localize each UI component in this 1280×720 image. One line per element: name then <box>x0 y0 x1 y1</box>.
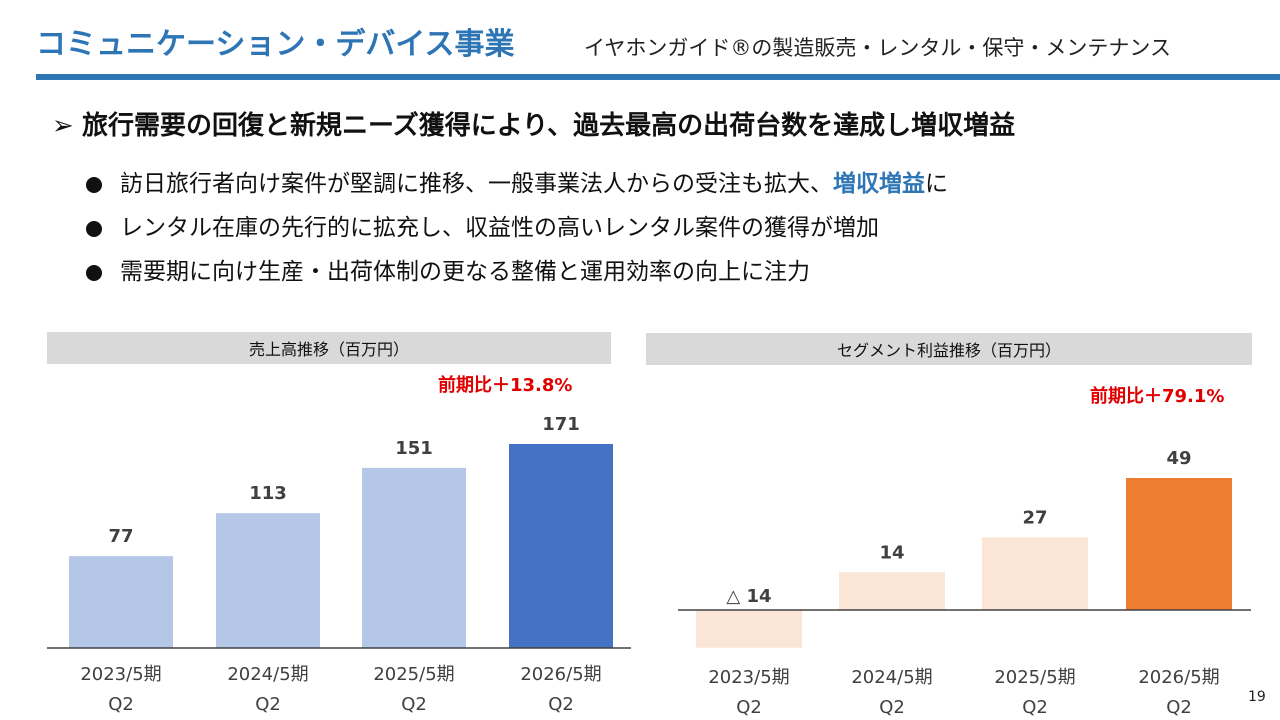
profit-category-label: 2025/5期 <box>994 667 1075 688</box>
profit-category-label: 2026/5期 <box>1138 667 1219 688</box>
sales-category-sublabel: Q2 <box>255 694 281 715</box>
profit-bar <box>1126 478 1232 610</box>
profit-chart-title: セグメント利益推移（百万円） <box>646 333 1252 365</box>
bullet-dot-icon <box>86 177 102 193</box>
sales-category-sublabel: Q2 <box>548 694 574 715</box>
profit-category-label: 2024/5期 <box>851 667 932 688</box>
page-title: コミュニケーション・デバイス事業 <box>36 27 515 62</box>
sales-value-label: 113 <box>249 483 287 504</box>
profit-category-sublabel: Q2 <box>1166 697 1192 718</box>
bullet-dot-icon <box>86 221 102 237</box>
bullet-dot-icon <box>86 265 102 281</box>
profit-bar <box>982 537 1088 610</box>
sales-category-label: 2025/5期 <box>373 664 454 685</box>
sales-growth-label: 前期比＋13.8% <box>438 375 573 396</box>
profit-category-label: 2023/5期 <box>708 667 789 688</box>
sales-category-sublabel: Q2 <box>108 694 134 715</box>
headline: ➢ 旅行需要の回復と新規ニーズ獲得により、過去最高の出荷台数を達成し増収増益 <box>52 111 1015 142</box>
title-divider <box>36 74 1280 80</box>
bullet-text: 需要期に向け生産・出荷体制の更なる整備と運用効率の向上に注力 <box>120 259 810 285</box>
sales-category-label: 2024/5期 <box>227 664 308 685</box>
bullet-text: レンタル在庫の先行的に拡充し、収益性の高いレンタル案件の獲得が増加 <box>120 215 879 241</box>
sales-category-label: 2023/5期 <box>80 664 161 685</box>
sales-category-sublabel: Q2 <box>401 694 427 715</box>
profit-value-label: △ 14 <box>726 586 771 607</box>
page-subtitle: イヤホンガイド®の製造販売・レンタル・保守・メンテナンス <box>584 36 1171 60</box>
bullet-text: 訪日旅行者向け案件が堅調に推移、一般事業法人からの受注も拡大、 <box>120 171 833 197</box>
profit-value-label: 49 <box>1166 448 1191 469</box>
arrow-icon: ➢ <box>52 111 74 141</box>
profit-growth-label: 前期比＋79.1% <box>1090 386 1225 407</box>
bullet-emphasis: 増収増益 <box>833 171 925 197</box>
sales-bar <box>216 513 320 648</box>
bullet-item: 需要期に向け生産・出荷体制の更なる整備と運用効率の向上に注力 <box>86 254 948 298</box>
profit-bar <box>839 572 945 610</box>
bullet-item: レンタル在庫の先行的に拡充し、収益性の高いレンタル案件の獲得が増加 <box>86 210 948 254</box>
bullet-list: 訪日旅行者向け案件が堅調に推移、一般事業法人からの受注も拡大、増収増益に レンタ… <box>86 166 948 298</box>
profit-value-label: 14 <box>879 542 904 563</box>
profit-category-sublabel: Q2 <box>1022 697 1048 718</box>
sales-bar <box>509 444 613 648</box>
sales-category-label: 2026/5期 <box>520 664 601 685</box>
page-number: 19 <box>1248 689 1266 705</box>
profit-bar <box>696 610 802 648</box>
sales-value-label: 151 <box>395 438 433 459</box>
sales-value-label: 77 <box>108 526 133 547</box>
bullet-item: 訪日旅行者向け案件が堅調に推移、一般事業法人からの受注も拡大、増収増益に <box>86 166 948 210</box>
profit-category-sublabel: Q2 <box>736 697 762 718</box>
profit-category-sublabel: Q2 <box>879 697 905 718</box>
sales-bar <box>69 556 173 648</box>
sales-chart-title: 売上高推移（百万円） <box>47 332 611 364</box>
headline-text: 旅行需要の回復と新規ニーズ獲得により、過去最高の出荷台数を達成し増収増益 <box>82 111 1016 141</box>
sales-value-label: 171 <box>542 414 580 435</box>
profit-value-label: 27 <box>1022 507 1047 528</box>
sales-bar <box>362 467 466 648</box>
bullet-suffix: に <box>925 171 948 197</box>
